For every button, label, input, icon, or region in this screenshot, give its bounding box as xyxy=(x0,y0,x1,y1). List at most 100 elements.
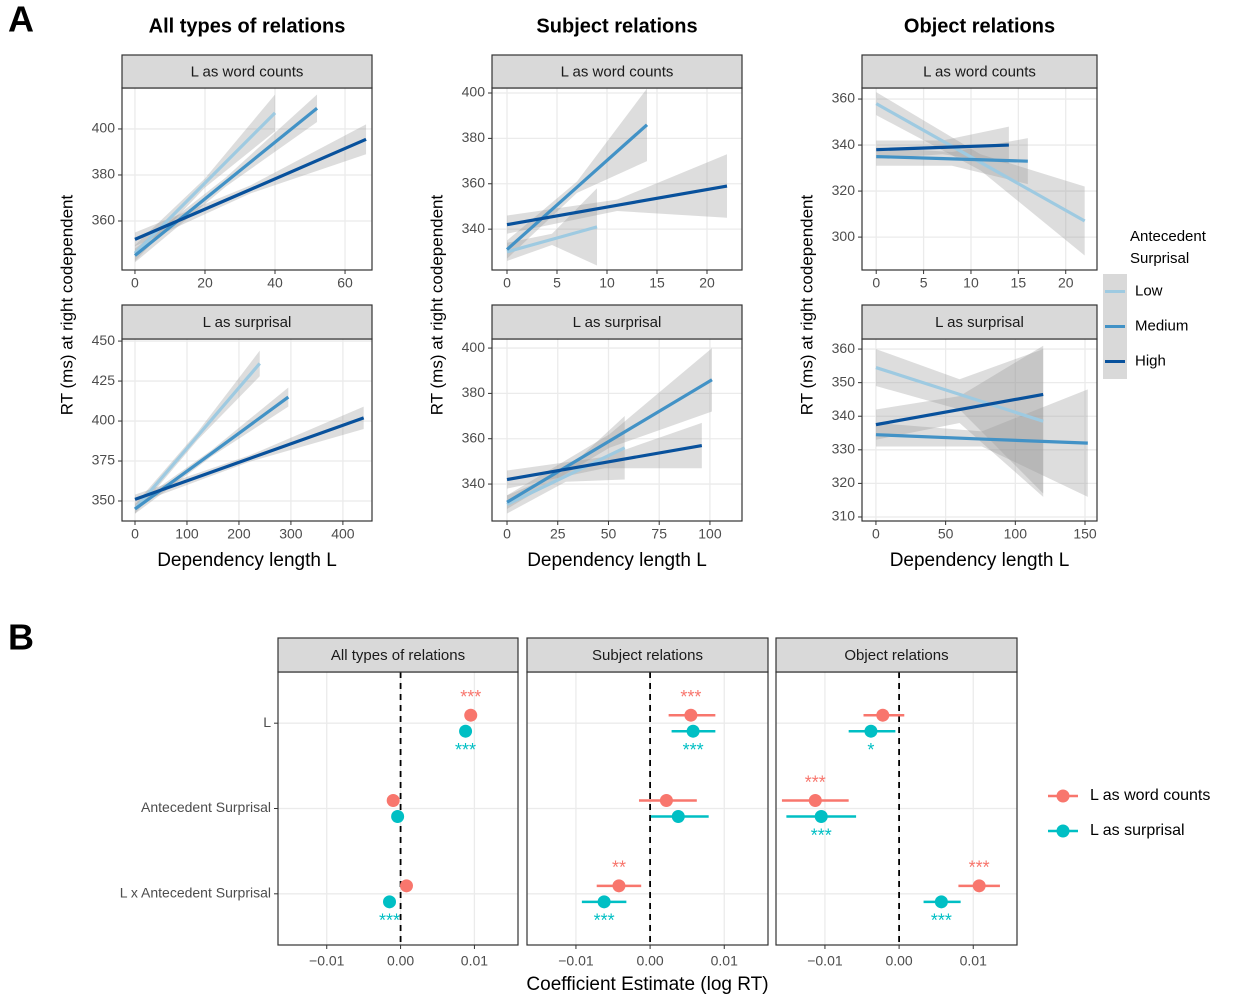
fit-line xyxy=(875,102,1086,223)
y-tick-label: 450 xyxy=(92,332,116,348)
significance-label: * xyxy=(867,740,874,760)
legend-label: Medium xyxy=(1135,317,1188,334)
fit-line xyxy=(875,366,1044,423)
x-tick-label: −0.01 xyxy=(309,953,345,969)
strip-label: L as word counts xyxy=(923,63,1036,80)
y-tick-label: 340 xyxy=(462,475,486,491)
significance-label: ** xyxy=(612,858,626,878)
x-tick-label: 0 xyxy=(872,275,880,291)
y-tick-label: 375 xyxy=(92,452,116,468)
x-axis-title: Coefficient Estimate (log RT) xyxy=(526,974,768,995)
x-tick-label: 300 xyxy=(279,526,303,542)
x-tick-label: 0.00 xyxy=(387,953,414,969)
x-tick-label: 15 xyxy=(649,275,665,291)
y-tick-label: 360 xyxy=(92,212,116,228)
y-tick-label: 330 xyxy=(832,441,856,457)
x-tick-label: 400 xyxy=(331,526,355,542)
strip-label: Subject relations xyxy=(592,647,703,664)
x-tick-label: 50 xyxy=(938,526,954,542)
point xyxy=(684,708,698,722)
x-axis-title: Dependency length L xyxy=(890,550,1070,571)
significance-label: *** xyxy=(594,911,615,931)
x-tick-label: 60 xyxy=(337,275,353,291)
y-tick-label: 360 xyxy=(462,174,486,190)
x-tick-label: 0 xyxy=(503,275,511,291)
strip xyxy=(526,637,769,673)
y-tick-label: 400 xyxy=(462,84,486,100)
point xyxy=(383,895,397,909)
fit-line xyxy=(134,416,365,501)
legend-swatch xyxy=(1056,789,1070,803)
y-tick-label: 360 xyxy=(832,340,856,356)
confidence-band xyxy=(875,389,1088,497)
x-tick-label: 0 xyxy=(503,526,511,542)
significance-label: *** xyxy=(811,825,832,845)
significance-label: *** xyxy=(683,740,704,760)
strip-label: L as surprisal xyxy=(573,314,662,331)
y-tick-label: 380 xyxy=(462,384,486,400)
y-tick-label: 310 xyxy=(832,508,856,524)
point xyxy=(686,724,700,738)
y-tick-label: 340 xyxy=(462,220,486,236)
y-tick-label: 400 xyxy=(92,120,116,136)
strip xyxy=(861,54,1098,89)
fit-line xyxy=(875,392,1044,427)
x-tick-label: 20 xyxy=(197,275,213,291)
fit-line xyxy=(505,123,649,251)
x-tick-label: 10 xyxy=(963,275,979,291)
y-tick-label: L xyxy=(263,714,271,730)
x-tick-label: 0.00 xyxy=(885,953,912,969)
significance-label: *** xyxy=(969,858,990,878)
x-tick-label: 20 xyxy=(1058,275,1074,291)
x-tick-label: 15 xyxy=(1011,275,1027,291)
strip xyxy=(861,304,1098,340)
x-tick-label: 10 xyxy=(599,275,615,291)
x-tick-label: 5 xyxy=(553,275,561,291)
x-tick-label: 150 xyxy=(1073,526,1097,542)
x-axis-title: Dependency length L xyxy=(527,550,707,571)
y-tick-label: 360 xyxy=(462,429,486,445)
plot-background xyxy=(862,339,1097,521)
fit-line xyxy=(506,378,713,504)
strip-label: L as surprisal xyxy=(203,314,292,331)
strip xyxy=(491,54,743,89)
confidence-band xyxy=(507,88,647,259)
point xyxy=(972,879,986,893)
strip xyxy=(121,54,373,89)
plot-background xyxy=(492,88,742,270)
plot-layer xyxy=(133,350,365,514)
fit-line xyxy=(876,143,1009,152)
strip xyxy=(775,637,1018,673)
x-tick-label: −0.01 xyxy=(558,953,594,969)
x-tick-label: 0.00 xyxy=(636,953,663,969)
x-tick-label: 25 xyxy=(550,526,566,542)
fit-line xyxy=(875,433,1088,445)
plot-layer xyxy=(875,345,1088,497)
panel-label: B xyxy=(8,617,34,658)
fit-line xyxy=(506,225,598,254)
significance-label: *** xyxy=(680,687,701,707)
confidence-band xyxy=(876,138,1028,185)
y-tick-label: 425 xyxy=(92,372,116,388)
x-tick-label: 0 xyxy=(131,275,139,291)
column-title: All types of relations xyxy=(149,15,346,37)
y-tick-label: 320 xyxy=(832,182,856,198)
fit-line xyxy=(506,443,703,482)
fit-line xyxy=(506,184,728,227)
y-tick-label: 300 xyxy=(832,228,856,244)
plot-layer xyxy=(505,88,728,266)
y-axis-title: RT (ms) at right codependent xyxy=(57,194,76,415)
confidence-band xyxy=(876,126,1009,164)
x-tick-label: 20 xyxy=(699,275,715,291)
y-tick-label: 340 xyxy=(832,407,856,423)
legend-label: High xyxy=(1135,352,1166,369)
confidence-band xyxy=(507,348,712,509)
x-tick-label: 75 xyxy=(651,526,667,542)
x-axis-title: Dependency length L xyxy=(157,550,337,571)
x-tick-label: 0.01 xyxy=(960,953,987,969)
legend-swatch xyxy=(1056,824,1070,838)
y-tick-label: 350 xyxy=(92,492,116,508)
column-title: Object relations xyxy=(904,15,1055,37)
strip-label: Object relations xyxy=(844,647,948,664)
